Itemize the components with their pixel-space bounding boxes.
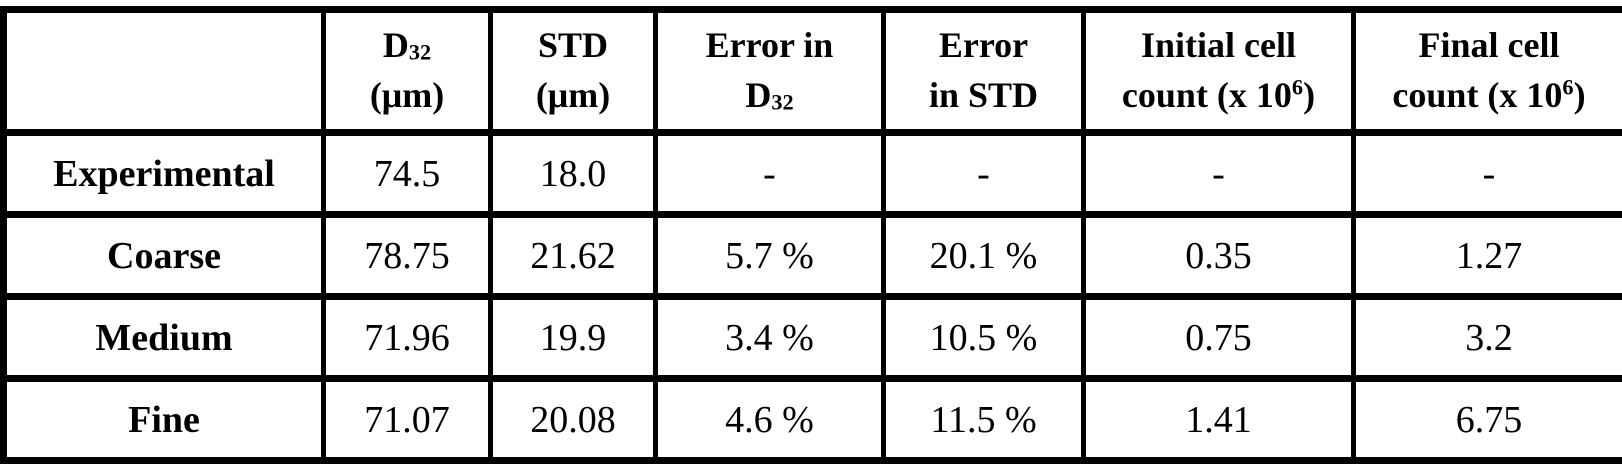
cell-experimental-std: 18.0: [488, 129, 658, 218]
cell-fine-error-std: 11.5 %: [881, 375, 1086, 464]
cell-fine-std: 20.08: [488, 375, 658, 464]
header-final-cell-count: Final cell count (x 106): [1351, 6, 1622, 136]
header-initial-cell-count: Initial cell count (x 106): [1081, 6, 1356, 136]
cell-experimental-final-count: -: [1351, 129, 1622, 218]
results-table: D32 (μm) STD (μm) Error in D32 Error in …: [0, 6, 1622, 464]
cell-coarse-final-count: 1.27: [1351, 211, 1622, 300]
cell-fine-initial-count: 1.41: [1081, 375, 1356, 464]
cell-coarse-d32: 78.75: [321, 211, 493, 300]
header-error-d32: Error in D32: [653, 6, 886, 136]
cell-medium-initial-count: 0.75: [1081, 293, 1356, 382]
table-row-coarse: Coarse 78.75 21.62 5.7 % 20.1 % 0.35 1.2…: [1, 211, 1622, 300]
cell-fine-error-d32: 4.6 %: [653, 375, 886, 464]
header-initial-count-line1: Initial cell: [1141, 25, 1296, 66]
cell-coarse-std: 21.62: [488, 211, 658, 300]
header-std: STD (μm): [488, 6, 658, 136]
cell-coarse-initial-count: 0.35: [1081, 211, 1356, 300]
header-initial-count-close-paren: ): [1303, 75, 1316, 115]
header-d32-unit: (μm): [369, 75, 445, 115]
cell-experimental-d32: 74.5: [321, 129, 493, 218]
row-label-fine: Fine: [1, 375, 326, 464]
header-error-d32-line1: Error in: [705, 25, 834, 66]
cell-experimental-initial-count: -: [1081, 129, 1356, 218]
header-final-count-superscript: 6: [1562, 74, 1574, 100]
header-error-std: Error in STD: [881, 6, 1086, 136]
cell-medium-error-std: 10.5 %: [881, 293, 1086, 382]
table-header-row: D32 (μm) STD (μm) Error in D32 Error in …: [1, 6, 1622, 136]
header-d32-subscript: 32: [408, 40, 432, 65]
header-final-count-close-paren: ): [1573, 75, 1586, 115]
header-d32-symbol: D: [382, 25, 409, 66]
header-error-d32-symbol: D: [745, 75, 772, 115]
row-label-medium: Medium: [1, 293, 326, 382]
cell-experimental-error-std: -: [881, 129, 1086, 218]
header-initial-count-superscript: 6: [1291, 74, 1304, 100]
cell-fine-d32: 71.07: [321, 375, 493, 464]
cell-coarse-error-std: 20.1 %: [881, 211, 1086, 300]
row-label-coarse: Coarse: [1, 211, 326, 300]
header-error-std-line2: in STD: [928, 75, 1039, 115]
header-error-d32-subscript: 32: [771, 89, 794, 115]
row-label-experimental: Experimental: [1, 129, 326, 218]
header-final-count-line1: Final cell: [1418, 25, 1560, 66]
table-row-fine: Fine 71.07 20.08 4.6 % 11.5 % 1.41 6.75: [1, 375, 1622, 464]
cell-coarse-error-d32: 5.7 %: [653, 211, 886, 300]
header-corner-cell: [1, 6, 326, 136]
header-d32: D32 (μm): [321, 6, 493, 136]
header-error-std-line1: Error: [938, 25, 1029, 66]
cell-experimental-error-d32: -: [653, 129, 886, 218]
cell-medium-d32: 71.96: [321, 293, 493, 382]
cell-medium-std: 19.9: [488, 293, 658, 382]
table-row-medium: Medium 71.96 19.9 3.4 % 10.5 % 0.75 3.2: [1, 293, 1622, 382]
cell-fine-final-count: 6.75: [1351, 375, 1622, 464]
cell-medium-error-d32: 3.4 %: [653, 293, 886, 382]
header-std-unit: (μm): [535, 75, 611, 115]
header-initial-count-line2: count (x 10: [1121, 75, 1292, 115]
header-final-count-line2: count (x 10: [1392, 75, 1563, 115]
table-row-experimental: Experimental 74.5 18.0 - - - -: [1, 129, 1622, 218]
cell-medium-final-count: 3.2: [1351, 293, 1622, 382]
header-std-label: STD: [537, 25, 609, 66]
